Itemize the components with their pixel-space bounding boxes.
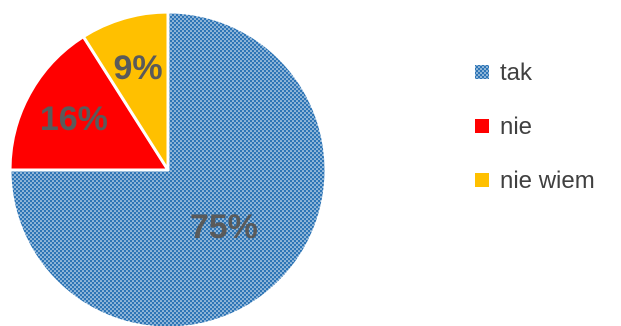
- legend-label-nie-wiem: nie wiem: [500, 167, 595, 194]
- legend-label-nie: nie: [500, 113, 532, 140]
- legend-swatch-tak: [475, 65, 489, 79]
- data-label-nie-wiem: 9%: [113, 49, 162, 87]
- data-label-tak: 75%: [190, 208, 258, 246]
- pie-slices: [8, 10, 328, 326]
- legend-swatch-nie-wiem: [475, 173, 489, 187]
- pie-slice-nie-wiem: [81, 10, 170, 172]
- data-label-nie: 16%: [40, 100, 108, 138]
- legend-label-tak: tak: [500, 59, 533, 86]
- legend: tak nie nie wiem: [475, 59, 595, 194]
- pie-slice-nie: [8, 35, 170, 172]
- legend-swatch-nie: [475, 119, 489, 133]
- slice-labels: 75% 16%9%: [40, 49, 258, 246]
